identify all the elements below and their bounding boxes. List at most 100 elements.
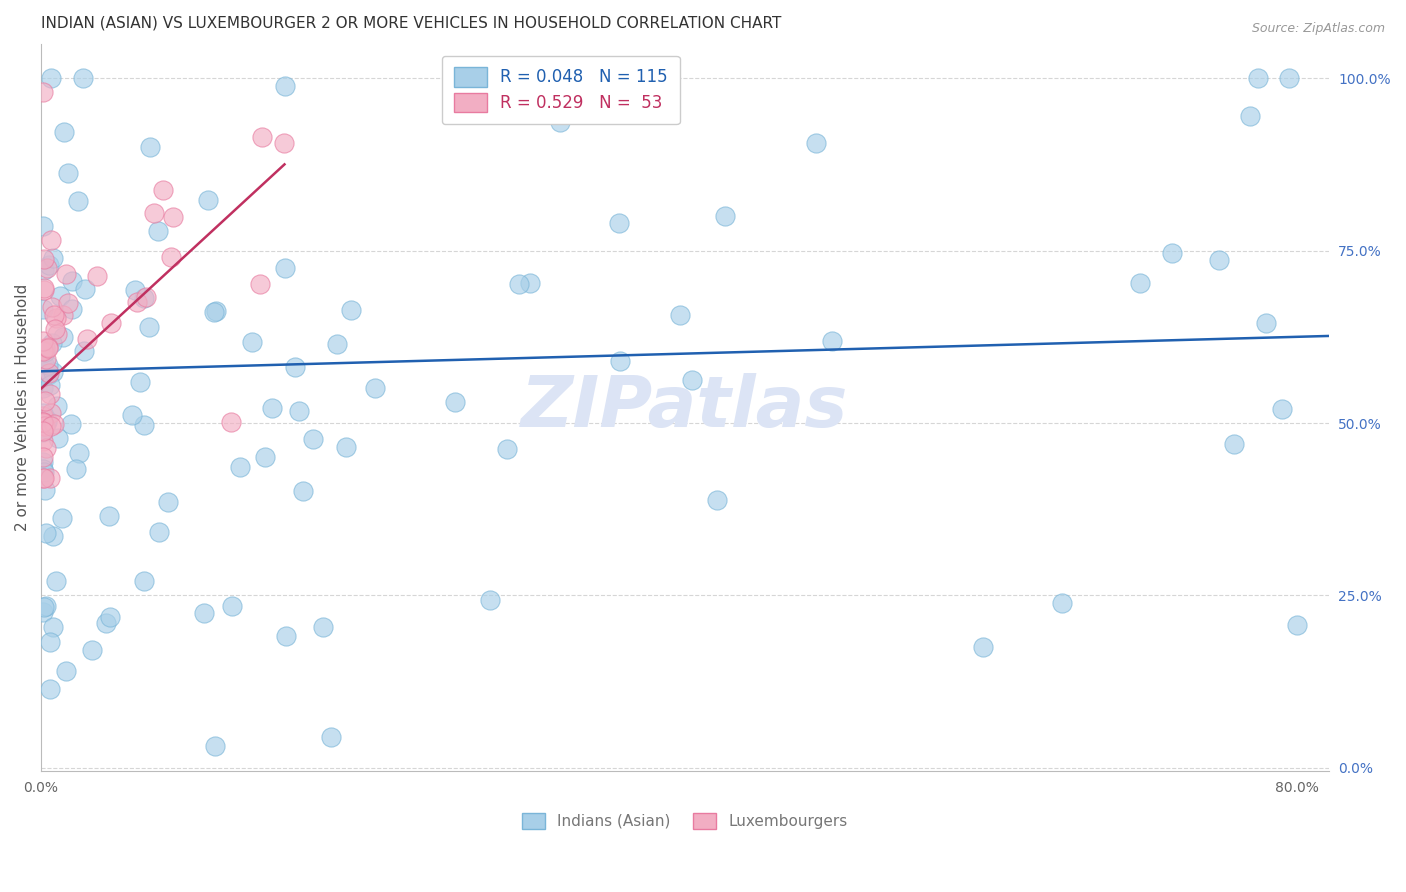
Point — [284, 360, 307, 375]
Point — [821, 334, 844, 348]
Point — [1278, 71, 1301, 86]
Point — [98, 609, 121, 624]
Point — [82, 642, 104, 657]
Text: INDIAN (ASIAN) VS LUXEMBOURGER 2 OR MORE VEHICLES IN HOUSEHOLD CORRELATION CHART: INDIAN (ASIAN) VS LUXEMBOURGER 2 OR MORE… — [41, 15, 782, 30]
Point — [321, 730, 343, 744]
Point — [364, 380, 387, 394]
Point — [32, 283, 55, 297]
Point — [34, 281, 56, 295]
Point — [35, 415, 58, 429]
Point — [31, 424, 53, 438]
Point — [32, 357, 55, 371]
Point — [41, 300, 63, 314]
Point — [41, 620, 63, 634]
Point — [254, 450, 277, 464]
Point — [34, 599, 56, 614]
Point — [39, 406, 62, 420]
Point — [37, 260, 59, 275]
Point — [67, 446, 90, 460]
Point — [668, 308, 690, 322]
Point — [42, 251, 65, 265]
Point — [1208, 253, 1230, 268]
Point — [162, 211, 184, 225]
Y-axis label: 2 or more Vehicles in Household: 2 or more Vehicles in Household — [15, 284, 30, 531]
Point — [609, 354, 631, 368]
Point — [45, 400, 67, 414]
Point — [1050, 596, 1073, 610]
Point — [193, 606, 215, 620]
Point — [34, 419, 56, 434]
Point — [75, 281, 97, 295]
Point — [1254, 316, 1277, 330]
Point — [32, 466, 55, 480]
Point — [31, 368, 53, 383]
Point — [34, 526, 56, 541]
Point — [52, 308, 75, 322]
Point — [287, 403, 309, 417]
Point — [34, 394, 56, 409]
Point — [340, 302, 363, 317]
Point — [37, 358, 59, 372]
Point — [219, 415, 242, 429]
Point — [46, 431, 69, 445]
Point — [1160, 246, 1182, 260]
Point — [52, 330, 75, 344]
Point — [39, 471, 62, 485]
Point — [291, 484, 314, 499]
Point — [44, 322, 66, 336]
Point — [45, 327, 67, 342]
Point — [229, 459, 252, 474]
Point — [139, 140, 162, 154]
Point — [32, 434, 55, 448]
Point — [148, 224, 170, 238]
Point — [160, 250, 183, 264]
Point — [1286, 617, 1309, 632]
Point — [262, 401, 284, 416]
Point — [519, 276, 541, 290]
Point — [302, 433, 325, 447]
Point — [972, 640, 994, 654]
Point — [32, 263, 55, 277]
Point — [134, 574, 156, 588]
Point — [31, 455, 53, 469]
Point — [35, 351, 58, 366]
Point — [32, 419, 55, 434]
Point — [204, 739, 226, 753]
Point — [32, 605, 55, 619]
Point — [55, 267, 77, 281]
Point — [1223, 436, 1246, 450]
Point — [60, 301, 83, 316]
Point — [31, 344, 53, 359]
Point — [31, 409, 53, 424]
Point — [51, 510, 73, 524]
Point — [38, 378, 60, 392]
Point — [148, 524, 170, 539]
Point — [32, 471, 55, 485]
Point — [706, 492, 728, 507]
Point — [42, 417, 65, 432]
Point — [32, 252, 55, 266]
Point — [32, 462, 55, 476]
Point — [35, 413, 58, 427]
Point — [60, 274, 83, 288]
Point — [42, 308, 65, 322]
Point — [65, 462, 87, 476]
Point — [274, 78, 297, 93]
Point — [86, 268, 108, 283]
Point — [34, 341, 56, 355]
Point — [508, 277, 530, 292]
Point — [39, 682, 62, 697]
Point — [56, 295, 79, 310]
Point — [276, 629, 298, 643]
Point — [41, 233, 63, 247]
Point — [31, 301, 53, 316]
Point — [325, 337, 347, 351]
Point — [273, 136, 295, 150]
Point — [38, 366, 60, 380]
Point — [34, 344, 56, 359]
Point — [156, 495, 179, 509]
Point — [31, 406, 53, 420]
Point — [35, 442, 58, 456]
Point — [335, 440, 357, 454]
Point — [37, 339, 59, 353]
